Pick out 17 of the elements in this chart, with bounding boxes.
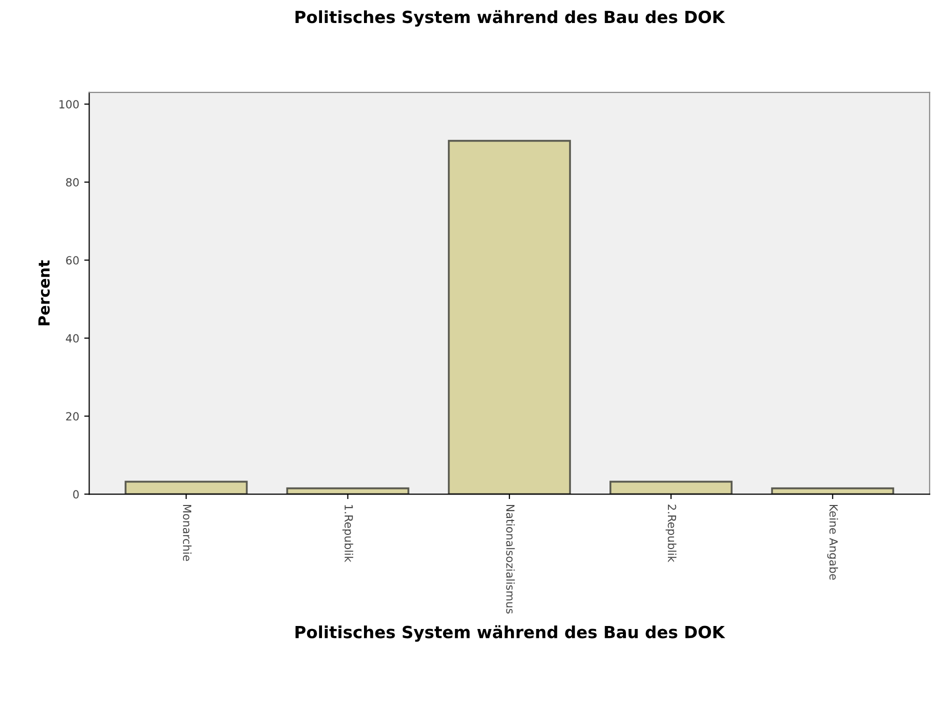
x-tick-label: 2.Republik: [666, 504, 676, 562]
y-tick-label: 20: [66, 412, 79, 421]
y-tick-label: 40: [66, 334, 79, 343]
x-tick-label: Monarchie: [182, 504, 192, 561]
chart-title: Politisches System während des Bau des DOK: [296, 10, 726, 27]
x-tick-label: Nationalsozialismus: [506, 504, 515, 614]
x-tick-label: 1.Republik: [342, 505, 354, 562]
bar: [124, 480, 248, 494]
bar: [448, 140, 571, 494]
x-axis-title: Politisches System während des Bau des DOK: [296, 625, 726, 642]
y-axis-title: Percent: [38, 260, 50, 326]
y-tick-label: 80: [66, 178, 79, 187]
y-tick-label: 100: [59, 100, 79, 109]
y-tick-label: 60: [66, 256, 79, 265]
y-tick-label: 0: [73, 490, 79, 499]
bar: [610, 480, 733, 494]
x-tick-label: Keine Angabe: [827, 504, 838, 580]
